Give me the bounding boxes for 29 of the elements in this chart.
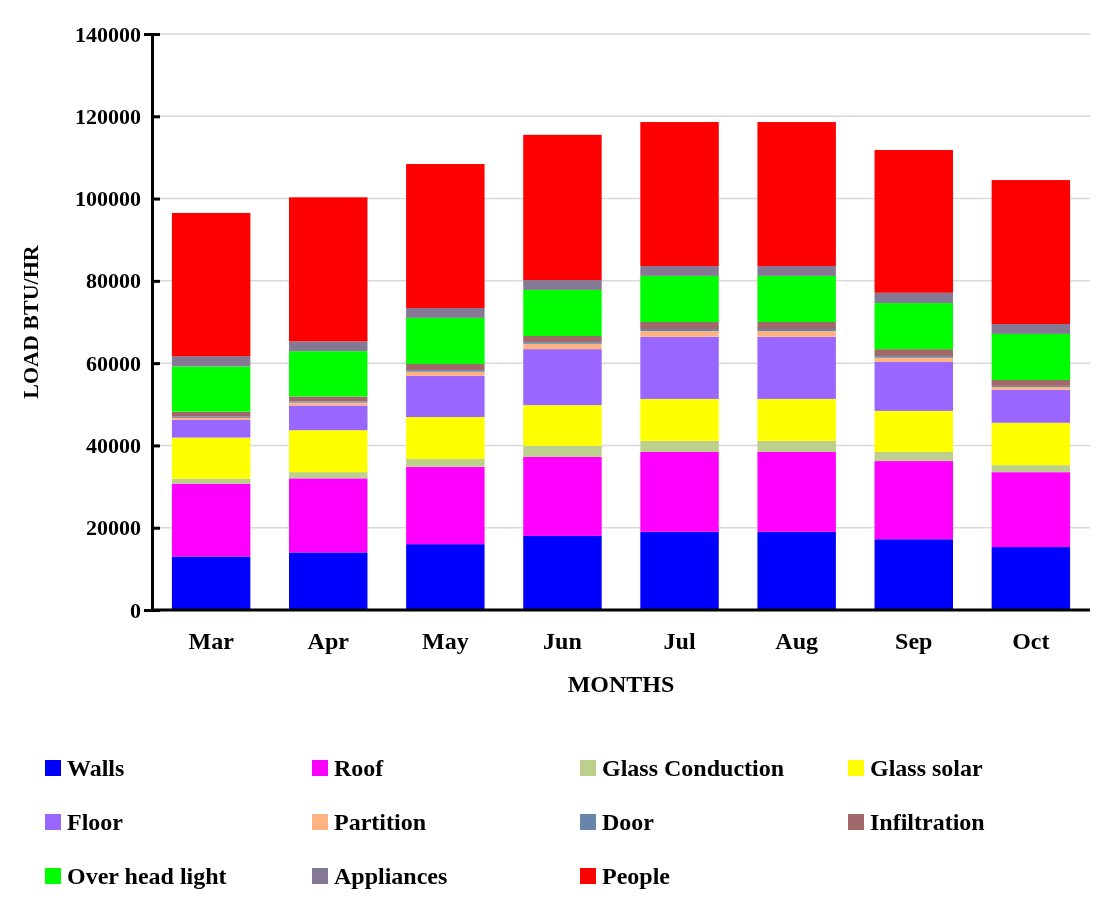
y-tick-label: 0 [130, 597, 141, 623]
x-axis-title: MONTHS [567, 671, 675, 697]
legend-label: Appliances [334, 863, 448, 889]
y-axis-title: LOAD BTU/HR [18, 244, 43, 399]
legend-label: People [602, 863, 671, 889]
y-tick-label: 120000 [75, 103, 141, 129]
y-tick-label: 80000 [86, 268, 141, 294]
legend-label: Walls [67, 755, 125, 781]
legend-label: Over head light [67, 863, 227, 889]
y-tick-label: 40000 [86, 432, 141, 458]
legend-label: Roof [334, 755, 385, 781]
legend-label: Partition [334, 809, 426, 835]
y-tick-label: 20000 [86, 515, 141, 541]
x-tick-label: Jul [663, 628, 696, 654]
x-tick-label: Mar [188, 628, 235, 654]
y-tick-label: 100000 [75, 186, 141, 212]
y-tick-label: 140000 [75, 21, 141, 47]
x-tick-label: Sep [895, 628, 933, 654]
x-tick-label: Apr [307, 628, 350, 654]
x-tick-label: May [422, 628, 469, 654]
legend-label: Infiltration [870, 809, 985, 835]
x-tick-label: Oct [1012, 628, 1050, 654]
x-tick-label: Jun [543, 628, 582, 654]
legend-label: Glass solar [870, 755, 984, 781]
legend-label: Floor [67, 809, 124, 835]
y-tick-label: 60000 [86, 350, 141, 376]
legend-label: Door [602, 809, 655, 835]
legend-label: Glass Conduction [602, 755, 785, 781]
x-tick-label: Aug [775, 628, 818, 654]
